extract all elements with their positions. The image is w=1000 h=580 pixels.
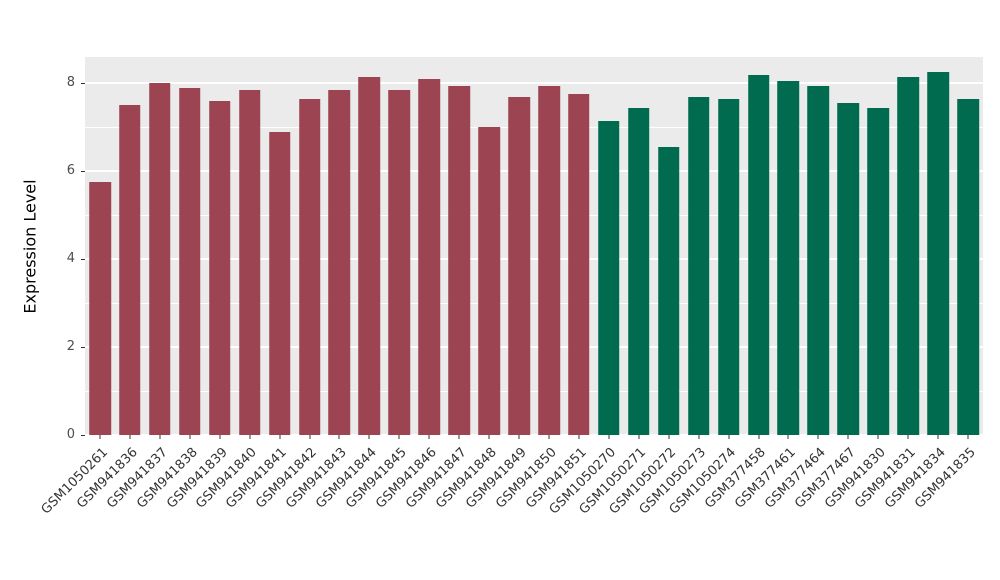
bar-GSM1050270 [598, 120, 620, 435]
bar-GSM941839 [208, 100, 231, 435]
gridline-major [85, 170, 983, 173]
bar-GSM941840 [238, 89, 261, 435]
bar-GSM377467 [837, 103, 860, 435]
x-tick-mark [698, 435, 700, 439]
x-tick-mark [877, 435, 879, 439]
x-tick-mark [428, 435, 430, 439]
x-tick-mark [219, 435, 221, 439]
x-tick-mark [488, 435, 490, 439]
bar-GSM941845 [388, 89, 411, 435]
x-tick-mark [279, 435, 281, 439]
bar-GSM941842 [298, 98, 321, 435]
bar-GSM941851 [568, 94, 590, 435]
x-tick-mark [368, 435, 370, 439]
x-axis-labels: GSM1050261 GSM941836 GSM941837 GSM941838 GSM… [38, 435, 983, 580]
x-tick-mark [937, 435, 939, 439]
x-tick-mark [758, 435, 759, 439]
y-axis-ticks: 0 2 4 6 8 [0, 57, 85, 442]
x-tick-mark [728, 435, 730, 439]
x-tick-mark [338, 435, 340, 439]
bar-GSM1050273 [687, 96, 710, 435]
bar-GSM941835 [957, 98, 979, 435]
gridline-major [85, 434, 983, 436]
bar-GSM1050271 [627, 107, 650, 435]
bar-GSM941838 [178, 87, 201, 435]
gridline-minor [85, 390, 983, 392]
bar-GSM941844 [358, 76, 381, 435]
bar-GSM941848 [478, 127, 500, 435]
bar-GSM1050261 [89, 182, 111, 435]
x-tick-mark [518, 435, 520, 439]
gridline-minor [85, 126, 983, 128]
y-tick-label: 0 [66, 427, 75, 442]
bar-GSM941847 [448, 85, 470, 435]
bar-GSM941837 [149, 83, 171, 435]
x-tick-mark [907, 435, 909, 439]
x-tick-mark [548, 435, 550, 439]
bar-GSM1050272 [657, 147, 680, 435]
x-tick-mark [638, 435, 640, 439]
gridline-major [85, 346, 983, 349]
plot-area [85, 57, 983, 436]
y-tick-mark [81, 434, 85, 436]
y-tick-label: 6 [66, 163, 75, 179]
x-tick-mark [398, 435, 400, 439]
x-tick-mark [578, 435, 580, 439]
bar-GSM1050274 [717, 98, 740, 435]
y-tick-mark [81, 170, 85, 172]
gridline-major [85, 258, 983, 261]
bar-GSM941846 [418, 78, 440, 435]
bar-GSM941850 [538, 85, 560, 435]
x-tick-mark [787, 435, 789, 439]
bar-GSM377458 [747, 74, 770, 435]
x-tick-mark [817, 435, 819, 439]
x-tick-mark [99, 435, 101, 439]
gridline-minor [85, 214, 983, 216]
x-tick-mark [159, 435, 161, 439]
x-tick-mark [189, 435, 191, 439]
bar-GSM941849 [508, 96, 530, 435]
y-tick-mark [81, 82, 85, 84]
bar-GSM377461 [777, 81, 800, 435]
y-tick-label: 8 [66, 75, 75, 91]
x-tick-mark [309, 435, 310, 439]
bar-GSM941831 [897, 76, 919, 435]
x-tick-mark [668, 435, 670, 439]
bar-GSM941830 [867, 107, 889, 435]
gridline-minor [85, 302, 983, 304]
y-tick-mark [81, 346, 85, 348]
bar-GSM941836 [119, 105, 141, 435]
x-tick-mark [249, 435, 251, 439]
y-tick-label: 2 [66, 339, 75, 355]
x-tick-mark [967, 435, 969, 439]
bar-GSM941834 [927, 72, 949, 435]
bar-GSM941843 [328, 89, 351, 435]
x-tick-mark [458, 435, 460, 439]
gridline-major [85, 82, 983, 85]
bar-GSM377464 [807, 85, 830, 435]
y-tick-label: 4 [66, 251, 75, 267]
x-tick-mark [847, 435, 849, 439]
x-tick-mark [608, 435, 610, 439]
y-tick-mark [81, 258, 85, 260]
bar-GSM941841 [268, 131, 291, 435]
x-tick-mark [129, 435, 131, 439]
